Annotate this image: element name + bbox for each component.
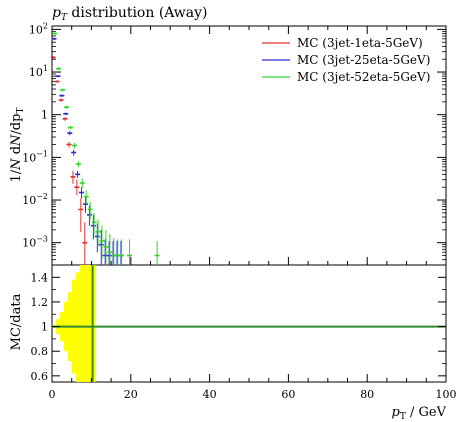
ratio-x-tick-label: 20 bbox=[124, 388, 138, 401]
ratio-y-axis-label: MC/data bbox=[9, 293, 24, 350]
ratio-reference-lines bbox=[52, 265, 446, 382]
legend-label-series-1: MC (3jet-1eta-5GeV) bbox=[297, 36, 423, 50]
legend: MC (3jet-1eta-5GeV) MC (3jet-25eta-5GeV)… bbox=[262, 36, 430, 84]
main-y-axis-label: 1/N dN/dpT bbox=[9, 108, 26, 183]
main-x-ticks bbox=[51, 26, 447, 265]
ratio-plot-frame bbox=[51, 264, 447, 383]
main-y-tick-label: 10−3 bbox=[22, 235, 48, 250]
series-2-marks bbox=[51, 37, 124, 265]
ratio-y-tick-label: 0.8 bbox=[31, 345, 49, 358]
ratio-uncertainty-band bbox=[52, 265, 96, 382]
ratio-x-tick-label: 40 bbox=[203, 388, 217, 401]
ratio-y-tick-label: 0.6 bbox=[31, 370, 49, 383]
x-axis-label: pT / GeV bbox=[392, 405, 447, 422]
legend-label-series-2: MC (3jet-25eta-5GeV) bbox=[297, 53, 430, 67]
ratio-y-ticks: 0.6 0.8 1 1.2 1.4 bbox=[31, 264, 446, 383]
chart-title: pT distribution (Away) bbox=[52, 5, 207, 23]
ratio-band-bin bbox=[87, 265, 92, 382]
series-3-marks bbox=[52, 32, 160, 265]
legend-label-series-3: MC (3jet-52eta-5GeV) bbox=[297, 70, 430, 84]
ratio-band-bin bbox=[79, 265, 84, 382]
main-y-ticks: 102 101 1 10−1 10−2 10−3 bbox=[22, 21, 446, 266]
ratio-x-tick-label: 60 bbox=[281, 388, 295, 401]
ratio-y-tick-label: 1 bbox=[41, 321, 48, 334]
ratio-band-bin bbox=[83, 265, 88, 382]
main-y-tick-label: 102 bbox=[29, 21, 48, 36]
series-marks bbox=[50, 32, 160, 265]
series-1-marks bbox=[50, 55, 88, 265]
main-y-tick-label: 101 bbox=[29, 64, 48, 79]
main-y-tick-label: 10−2 bbox=[22, 192, 48, 207]
ratio-x-tick-label: 100 bbox=[436, 388, 457, 401]
ratio-x-ticks: 0 20 40 60 80 100 bbox=[49, 374, 457, 401]
main-y-tick-label: 1 bbox=[41, 109, 48, 122]
ratio-y-tick-label: 1.2 bbox=[31, 296, 49, 309]
ratio-x-tick-label: 0 bbox=[49, 388, 56, 401]
ratio-y-tick-label: 1.4 bbox=[31, 271, 49, 284]
main-y-tick-label: 10−1 bbox=[22, 149, 48, 164]
ratio-x-tick-label: 80 bbox=[360, 388, 374, 401]
